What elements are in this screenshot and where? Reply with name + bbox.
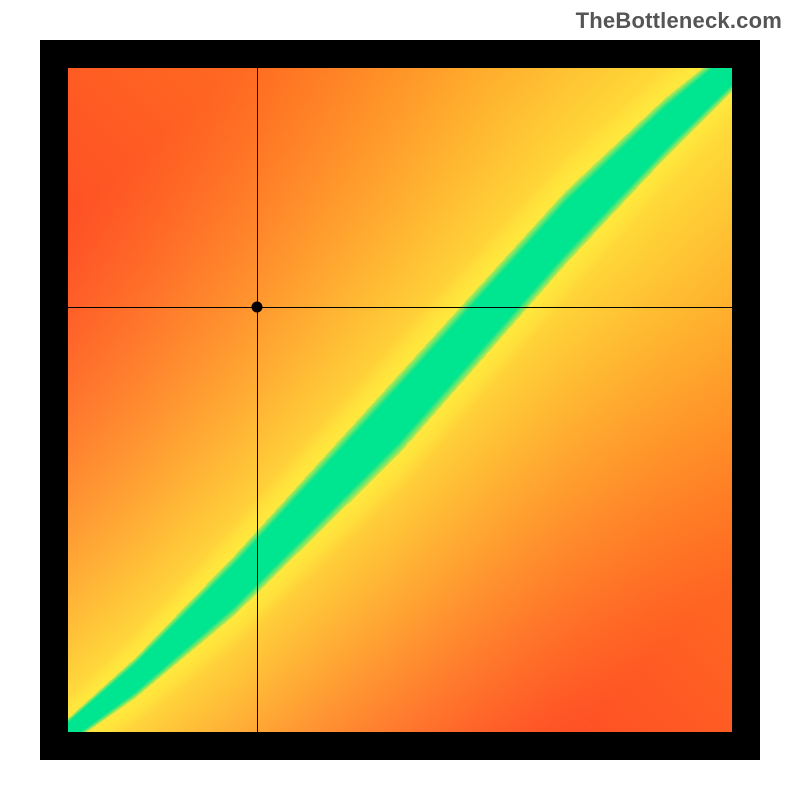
plot-inner <box>68 68 732 732</box>
plot-frame <box>40 40 760 760</box>
crosshair-horizontal <box>68 307 732 308</box>
watermark-text: TheBottleneck.com <box>576 8 782 34</box>
marker-dot <box>252 302 263 313</box>
heatmap-canvas <box>68 68 732 732</box>
crosshair-vertical <box>257 68 258 732</box>
